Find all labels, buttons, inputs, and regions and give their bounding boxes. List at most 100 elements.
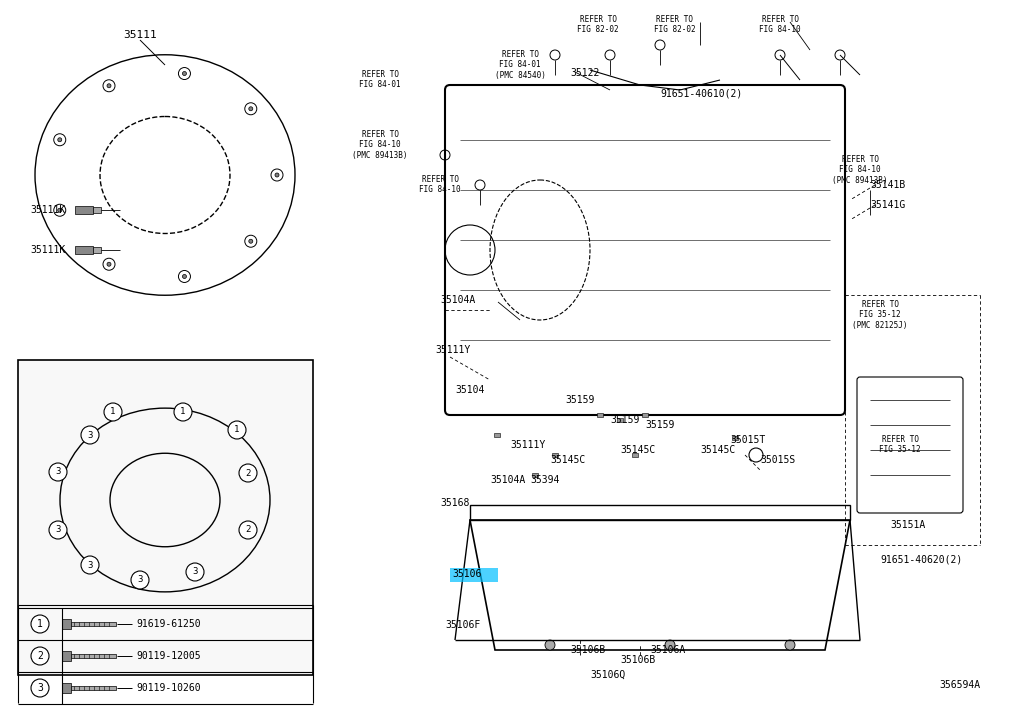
Text: 35145C: 35145C: [620, 445, 655, 455]
Text: 3: 3: [55, 525, 60, 534]
Text: 35015T: 35015T: [730, 435, 765, 445]
Text: 3: 3: [37, 683, 43, 693]
Bar: [552, 453, 558, 457]
Text: 35151A: 35151A: [890, 520, 926, 530]
Text: 1: 1: [180, 407, 185, 416]
Text: 1: 1: [234, 426, 240, 435]
Bar: [450, 568, 498, 582]
Text: REFER TO
FIG 84-01: REFER TO FIG 84-01: [359, 70, 400, 89]
Circle shape: [57, 138, 61, 142]
Bar: [494, 433, 500, 437]
Text: 35168: 35168: [440, 498, 469, 508]
Text: 35159: 35159: [565, 395, 594, 405]
Bar: [75, 246, 93, 254]
Text: 91651-40620(2): 91651-40620(2): [880, 555, 963, 565]
Circle shape: [81, 426, 99, 444]
Circle shape: [81, 556, 99, 574]
Text: REFER TO
FIG 35-12
(PMC 82125J): REFER TO FIG 35-12 (PMC 82125J): [852, 300, 907, 329]
Circle shape: [249, 107, 253, 111]
Text: 35106Q: 35106Q: [590, 670, 626, 680]
Circle shape: [104, 403, 122, 421]
Circle shape: [31, 647, 49, 665]
Circle shape: [239, 464, 257, 482]
Bar: [62, 651, 71, 661]
Text: 90119-10260: 90119-10260: [136, 683, 201, 693]
Text: 2: 2: [246, 525, 251, 534]
Bar: [71, 654, 116, 658]
Text: 35159: 35159: [610, 415, 639, 425]
Text: REFER TO
FIG 84-10: REFER TO FIG 84-10: [759, 15, 801, 35]
Bar: [642, 413, 648, 417]
Bar: [532, 473, 538, 477]
Text: 35145C: 35145C: [700, 445, 735, 455]
Text: 35106F: 35106F: [445, 620, 480, 630]
Text: 35122: 35122: [570, 68, 599, 78]
Circle shape: [785, 640, 795, 650]
Text: 35104A: 35104A: [490, 475, 525, 485]
Circle shape: [174, 403, 193, 421]
Text: 356594A: 356594A: [939, 680, 980, 690]
Text: 35111K: 35111K: [30, 245, 66, 255]
Bar: [632, 453, 638, 457]
Circle shape: [275, 173, 279, 177]
Bar: [75, 206, 93, 214]
Text: 35141G: 35141G: [870, 200, 905, 210]
Text: REFER TO
FIG 82-02: REFER TO FIG 82-02: [654, 15, 696, 35]
Text: 35111: 35111: [123, 30, 157, 40]
Bar: [62, 619, 71, 629]
Circle shape: [106, 262, 111, 267]
Text: 91619-61250: 91619-61250: [136, 619, 201, 629]
Text: 35111Y: 35111Y: [510, 440, 545, 450]
Text: 35106A: 35106A: [650, 645, 685, 655]
Text: 35394: 35394: [530, 475, 559, 485]
Circle shape: [228, 421, 246, 439]
Text: 35145C: 35145C: [550, 455, 586, 465]
Circle shape: [665, 640, 675, 650]
Circle shape: [31, 615, 49, 633]
Text: 35159: 35159: [645, 420, 675, 430]
Bar: [18, 360, 313, 675]
Circle shape: [57, 209, 61, 212]
Text: 35104A: 35104A: [440, 295, 475, 305]
Text: 35106B: 35106B: [570, 645, 605, 655]
Text: 35106B: 35106B: [620, 655, 655, 665]
Text: 3: 3: [87, 431, 93, 440]
Bar: [71, 686, 116, 690]
Text: REFER TO
FIG 84-01
(PMC 84540): REFER TO FIG 84-01 (PMC 84540): [495, 50, 546, 80]
Text: REFER TO
FIG 82-02: REFER TO FIG 82-02: [578, 15, 618, 35]
Text: 91651-40610(2): 91651-40610(2): [660, 88, 742, 98]
Text: REFER TO
FIG 84-10: REFER TO FIG 84-10: [419, 175, 461, 194]
Text: 35141B: 35141B: [870, 180, 905, 190]
Bar: [93, 247, 101, 253]
Circle shape: [182, 274, 186, 279]
Text: 1: 1: [37, 619, 43, 629]
Bar: [470, 505, 850, 520]
Circle shape: [106, 83, 111, 88]
Text: 3: 3: [87, 561, 93, 570]
Circle shape: [249, 239, 253, 243]
Circle shape: [186, 563, 204, 581]
Circle shape: [239, 521, 257, 539]
Bar: [597, 413, 603, 417]
Text: 3: 3: [193, 568, 198, 576]
Text: 35106: 35106: [452, 569, 481, 579]
Text: 3: 3: [55, 467, 60, 477]
Text: 2: 2: [246, 469, 251, 477]
Circle shape: [545, 640, 555, 650]
Circle shape: [49, 521, 67, 539]
Bar: [71, 622, 116, 626]
Text: 35015S: 35015S: [760, 455, 796, 465]
Bar: [732, 436, 738, 440]
Text: REFER TO
FIG 84-10
(PMC 89413B): REFER TO FIG 84-10 (PMC 89413B): [833, 155, 888, 185]
Text: 35111K: 35111K: [30, 205, 66, 215]
Text: 90119-12005: 90119-12005: [136, 651, 201, 661]
Text: REFER TO
FIG 35-12: REFER TO FIG 35-12: [880, 435, 921, 455]
Text: 2: 2: [37, 651, 43, 661]
Circle shape: [131, 571, 150, 589]
Text: 1: 1: [111, 407, 116, 416]
Text: 35111Y: 35111Y: [435, 345, 470, 355]
Bar: [93, 207, 101, 213]
Circle shape: [49, 463, 67, 481]
Text: REFER TO
FIG 84-10
(PMC 89413B): REFER TO FIG 84-10 (PMC 89413B): [352, 130, 408, 160]
Circle shape: [182, 71, 186, 76]
